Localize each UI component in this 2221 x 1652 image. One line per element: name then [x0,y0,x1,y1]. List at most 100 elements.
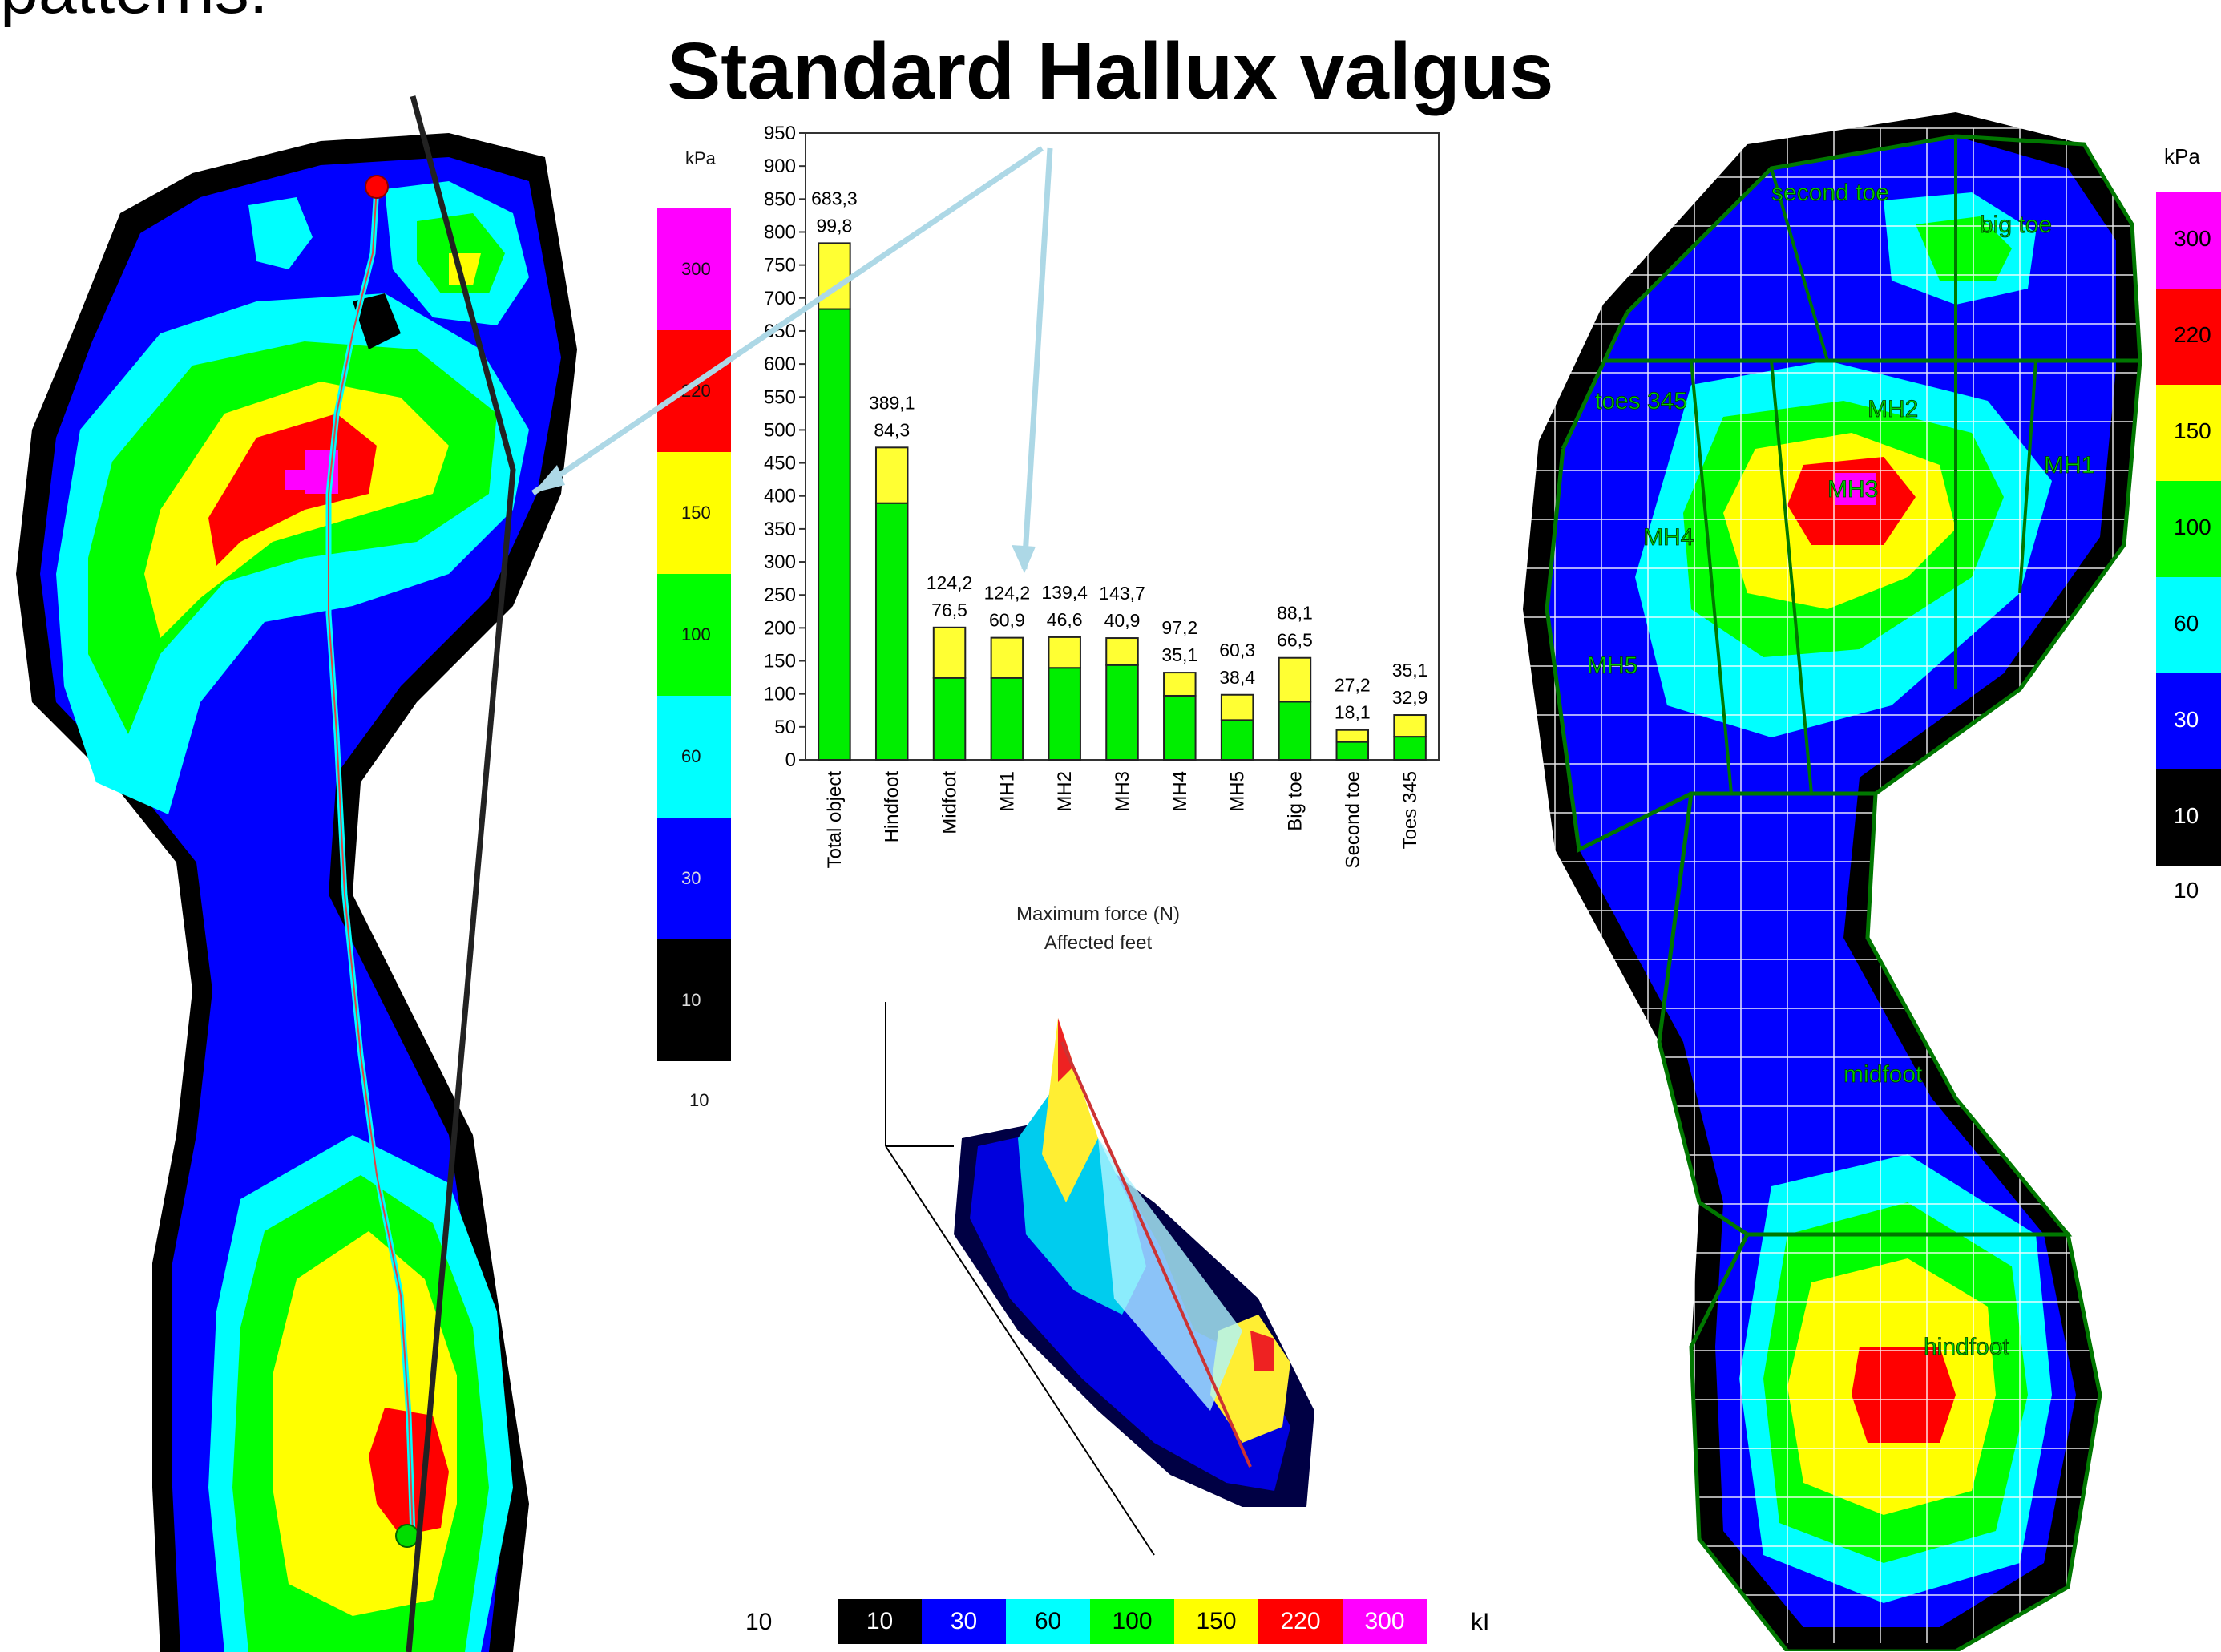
legend-cell: 220 [1258,1599,1343,1644]
right-scale-swatch: 100 [2156,481,2221,577]
bar-top-label: 124,2 [984,583,1031,604]
legend-cell: 100 [1090,1599,1174,1644]
y-tick-label: 900 [764,156,796,177]
cop-end-marker [395,1524,419,1548]
bar-segment-yellow [1105,637,1139,666]
left-scale-tick: 10 [681,990,701,1010]
bar-segment-green [1163,694,1197,761]
bar-segment-green [932,677,967,761]
right-scale-tick: 10 [2174,803,2199,828]
bar-second-label: 40,9 [1104,610,1141,631]
left-scale-swatch: 300 [657,208,731,330]
region-label: MH2 [1868,396,1918,422]
left-scale-tick: 220 [681,381,711,401]
y-axis: 0 50 100 150 200 250 300 350 400 450 500 550 600 650 7… [764,123,806,771]
bar-second-label: 60,9 [989,610,1025,631]
bar-second-label: 46,6 [1047,609,1083,630]
bar-segment-yellow [818,242,851,310]
y-tick-label: 600 [764,353,796,375]
bar-top-label: 88,1 [1277,603,1313,624]
bar-second-label: 35,1 [1161,644,1197,665]
region-label: MH5 [1587,652,1637,679]
left-scale-tick: 300 [681,259,711,279]
x-tick-label: MH3 [1112,771,1133,812]
right-scale-swatch: 150 [2156,385,2221,481]
region-label: hindfoot [1924,1334,2009,1360]
x-tick-label: Big toe [1284,771,1306,831]
legend-cell: 300 [1343,1599,1427,1644]
y-tick-label: 0 [785,749,796,771]
x-tick-label: Midfoot [939,771,961,834]
region-outline-hindfoot [1689,1232,2102,1651]
right-scale-swatch: 300 [2156,192,2221,289]
legend-cell: 150 [1174,1599,1258,1644]
x-tick-label: MH2 [1054,771,1076,812]
region-label: second toe [1771,180,1889,206]
bar-segment-yellow [1163,672,1197,697]
bar-top-label: 389,1 [869,392,915,413]
bar-second-label: 76,5 [931,600,967,620]
center-of-pressure-line-red [328,186,414,1537]
right-color-scale: kPa 300 220 150 100 60 30 10 10 [2156,144,2221,903]
bar-segment-yellow [1393,714,1427,738]
left-scale-tick: 60 [681,746,701,766]
3d-axis-x [885,1145,1155,1556]
region-label: midfoot [1843,1061,1923,1088]
region-labels: second toe big toe toes 345 MH2 MH1 MH3 MH4 MH5… [1587,180,2095,1361]
legend-cell: 10 [838,1599,922,1644]
bar-segment-green [1105,664,1139,761]
x-tick-label: Toes 345 [1399,771,1421,849]
y-tick-label: 950 [764,123,796,144]
legend-cell: 30 [922,1599,1006,1644]
right-scale-tick: 100 [2174,515,2211,539]
bar-segment-green [1393,736,1427,761]
bar-second-label: 84,3 [874,419,910,440]
partial-heading: patterns: [0,0,269,30]
y-tick-label: 550 [764,386,796,408]
bar-top-label: 139,4 [1041,582,1088,603]
bar-second-label: 66,5 [1277,630,1313,651]
x-tick-label: MH5 [1227,771,1249,812]
left-scale-unit: kPa [685,148,716,168]
right-heel-red [1852,1347,1956,1443]
foot-axis-line [406,95,516,1652]
legend-cell: 60 [1006,1599,1090,1644]
region-label: toes 345 [1595,388,1687,414]
y-tick-label: 850 [764,188,796,210]
y-tick-label: 350 [764,519,796,540]
bar-top-label: 97,2 [1161,617,1197,638]
right-scale-swatch: 220 [2156,289,2221,385]
bar-segment-yellow [990,636,1024,679]
foot-magenta-spot-small [285,470,305,490]
x-axis-labels: Total object Hindfoot Midfoot MH1 MH2 MH3 MH4 M… [824,771,1421,869]
bottom-color-legend: 10 10 30 60 100 150 220 300 kI [745,1599,1489,1647]
y-tick-label: 700 [764,288,796,309]
right-scale-unit: kPa [2164,144,2200,168]
right-scale-swatch: 10 [2156,769,2221,866]
right-scale-swatch: 30 [2156,673,2221,769]
left-scale-swatch: 220 [657,330,731,452]
max-force-bar-chart: 0 50 100 150 200 250 300 350 400 450 500 550 600 650 7… [764,123,1440,954]
bar-second-label: 32,9 [1392,687,1428,708]
x-tick-label: Total object [824,771,846,869]
bars: 683,3 99,8 389,1 84,3 124,2 76,5 124,2 60,9 139,… [811,188,1428,761]
left-pressure-map [16,95,577,1652]
bar-segment-yellow [1335,729,1370,743]
y-tick-label: 200 [764,617,796,639]
x-axis-subtitle: Affected feet [1044,932,1153,954]
page-title: Standard Hallux valgus [667,26,1554,116]
right-scale-tick: 220 [2174,322,2211,347]
left-scale-swatch: 10 [657,939,731,1061]
y-tick-label: 650 [764,321,796,342]
bar-top-label: 35,1 [1392,660,1428,681]
bar-segment-green [874,502,909,761]
bar-second-label: 99,8 [817,215,853,236]
bar-top-label: 683,3 [811,188,858,208]
left-scale-swatch: 60 [657,696,731,818]
right-pressure-grid-map: second toe big toe toes 345 MH2 MH1 MH3 MH4 MH5… [1523,112,2148,1651]
region-divisions [1690,136,2037,794]
y-tick-label: 400 [764,486,796,507]
pressure-3d-plot [885,1002,1314,1556]
y-tick-label: 450 [764,453,796,475]
y-tick-label: 150 [764,651,796,673]
